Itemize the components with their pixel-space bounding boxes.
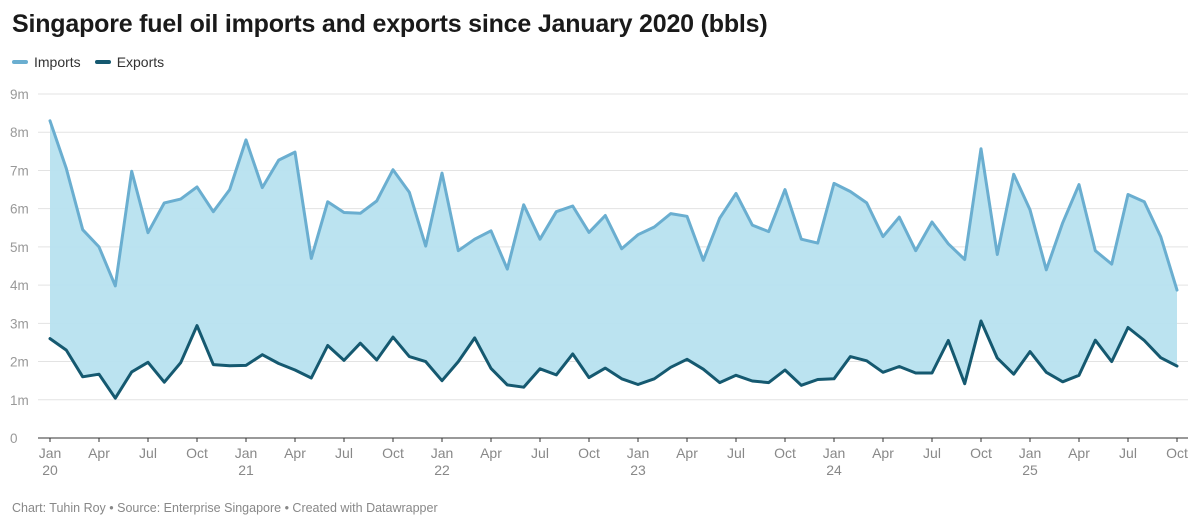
y-tick-label: 4m [10,278,29,293]
footer-credits: Chart: Tuhin Roy • Source: Enterprise Si… [12,501,438,515]
x-tick-label: Jan [39,445,62,461]
series-line-exports [48,319,1179,400]
x-tick-label: Oct [1166,445,1188,461]
x-tick-label: Oct [970,445,992,461]
x-tick-label: Oct [774,445,796,461]
x-tick-label: Apr [1068,445,1090,461]
x-tick-label: Jul [923,445,941,461]
y-tick-label: 8m [10,125,29,140]
legend-label-imports: Imports [34,54,81,70]
x-tick-year-label: 23 [630,462,646,478]
legend-label-exports: Exports [116,54,165,70]
y-axis: 0 1m 2m 3m 4m 5m 6m 7m 8m 9m [10,87,29,446]
x-tick-label: Jul [727,445,745,461]
x-tick-label: Jan [235,445,258,461]
x-tick-label: Jan [823,445,846,461]
y-tick-label: 9m [10,87,29,102]
x-tick-label: Apr [872,445,894,461]
x-tick-year-label: 21 [238,462,254,478]
x-tick-label: Jul [1119,445,1137,461]
y-tick-label: 2m [10,355,29,370]
x-tick-label: Apr [88,445,110,461]
y-tick-label: 5m [10,240,29,255]
x-tick-label: Jul [139,445,157,461]
legend-item-imports: Imports [12,54,81,70]
x-tick-label: Oct [382,445,404,461]
legend: Imports Exports [12,54,164,70]
x-tick-label: Apr [676,445,698,461]
x-tick-label: Apr [284,445,306,461]
area-imports-exports [50,120,1177,399]
x-tick-label: Jan [627,445,650,461]
y-tick-label: 1m [10,393,29,408]
x-tick-year-label: 22 [434,462,450,478]
x-tick-year-label: 24 [826,462,842,478]
x-tick-label: Jan [431,445,454,461]
legend-item-exports: Exports [94,54,165,70]
y-tick-label: 3m [10,316,29,331]
y-tick-label: 6m [10,202,29,217]
y-tick-label: 0 [10,431,18,446]
x-tick-label: Jul [335,445,353,461]
chart-title: Singapore fuel oil imports and exports s… [12,10,768,38]
x-tick-label: Oct [578,445,600,461]
x-tick-label: Jul [531,445,549,461]
area-layer [50,120,1177,399]
legend-swatch-imports [12,60,28,64]
line-layer [48,119,1179,400]
x-tick-label: Jan [1019,445,1042,461]
series-line-imports [48,119,1179,292]
x-tick-label: Oct [186,445,208,461]
legend-swatch-exports [94,60,111,64]
x-tick-year-label: 20 [42,462,58,478]
y-tick-label: 7m [10,163,29,178]
x-tick-label: Apr [480,445,502,461]
x-tick-year-label: 25 [1022,462,1038,478]
